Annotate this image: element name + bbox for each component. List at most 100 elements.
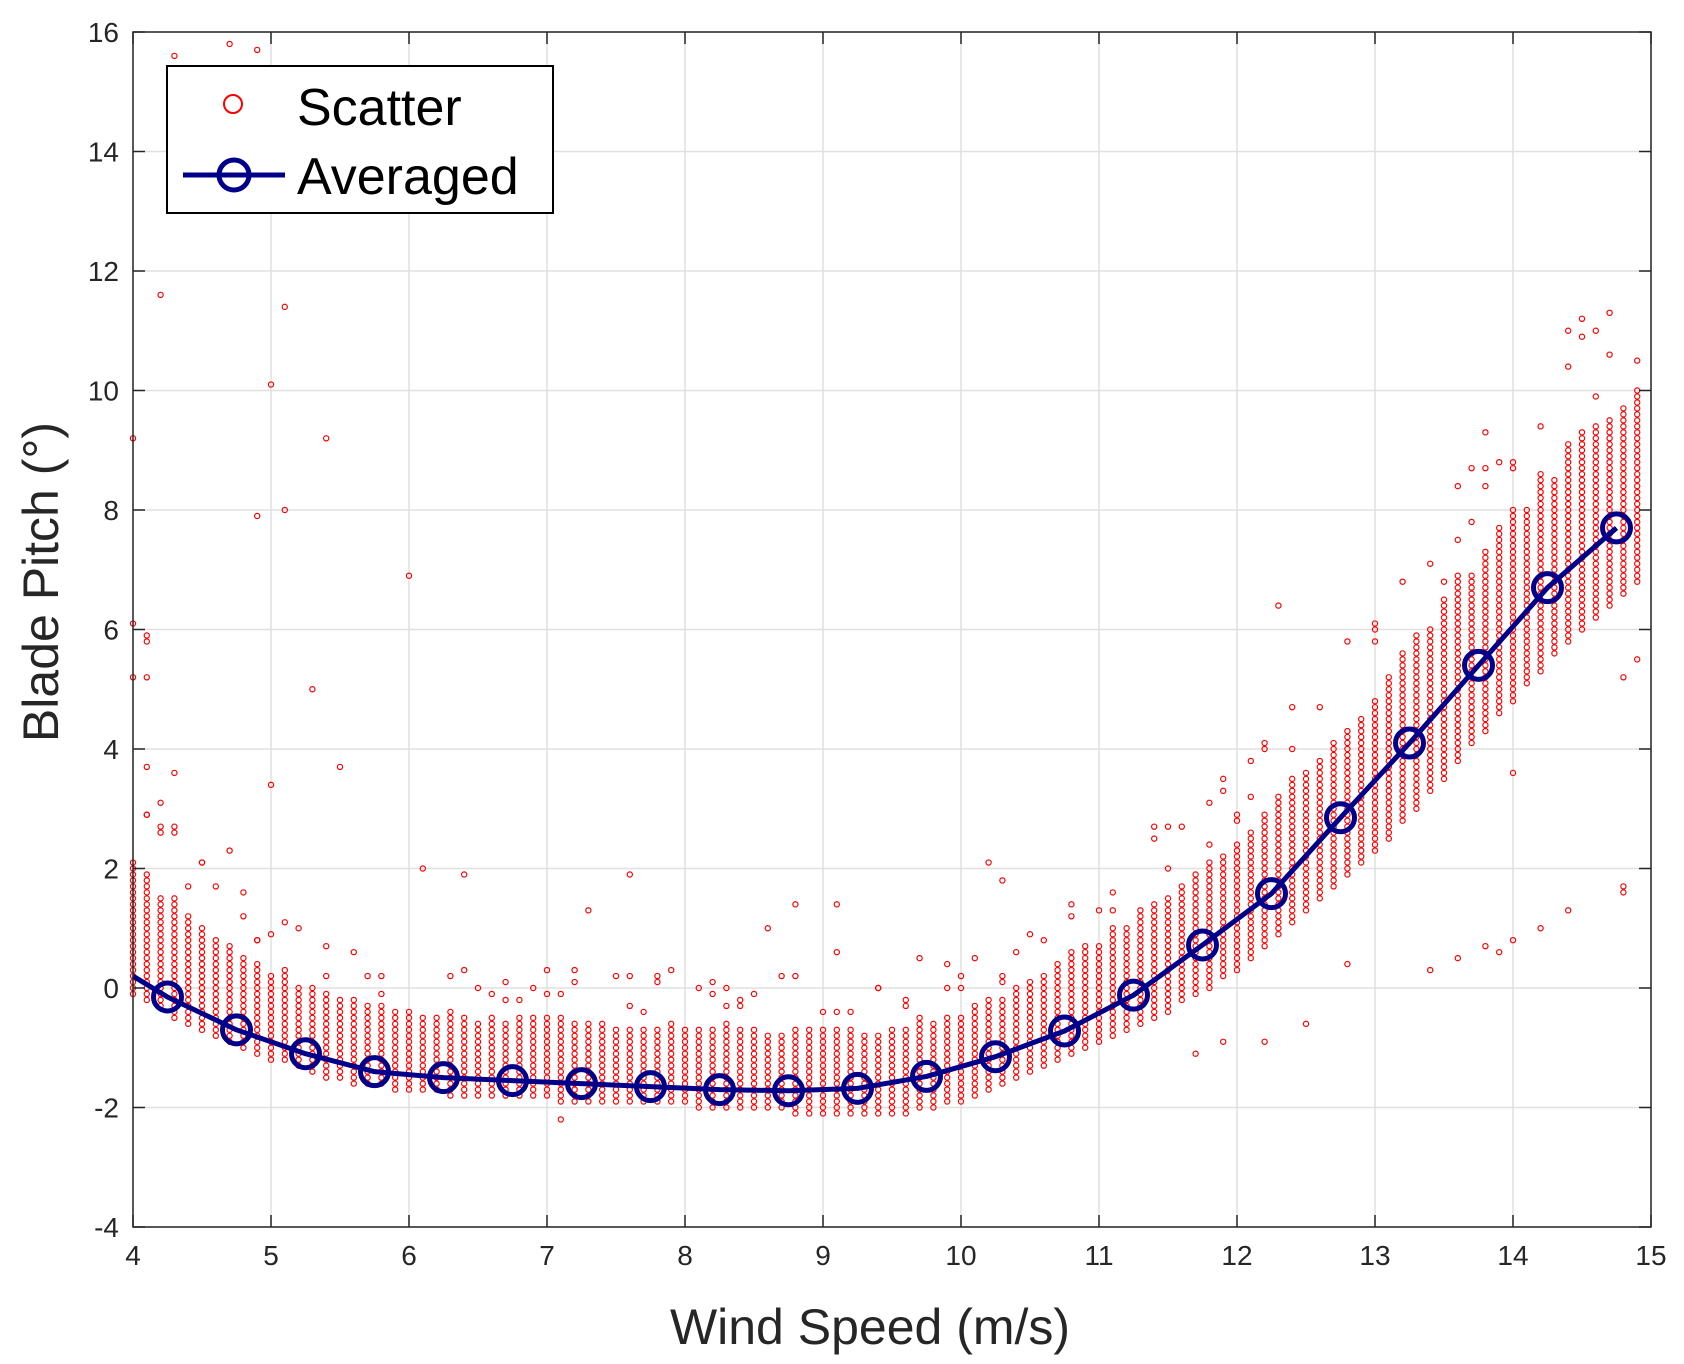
averaged-marker (772, 1074, 805, 1108)
scatter-point (1109, 1032, 1117, 1040)
scatter-point (944, 1080, 951, 1087)
scatter-point (1261, 841, 1268, 848)
scatter-point (1564, 572, 1572, 579)
scatter-point (1482, 464, 1489, 472)
scatter-point (847, 1110, 854, 1117)
scatter-point (1495, 548, 1503, 556)
scatter-point (1564, 488, 1572, 496)
scatter-point (1399, 662, 1406, 669)
scatter-point (875, 1104, 882, 1111)
scatter-point (1399, 578, 1406, 585)
averaged-marker (427, 1061, 460, 1095)
scatter-point (1357, 751, 1365, 759)
scatter-point (1606, 447, 1613, 454)
scatter-point (1233, 853, 1241, 860)
scatter-point (543, 1056, 551, 1063)
scatter-point (1564, 470, 1572, 478)
averaged-line (131, 526, 1619, 1094)
scatter-point (1620, 459, 1627, 466)
scatter-point (1551, 482, 1558, 490)
scatter-point (1509, 536, 1517, 544)
scatter-point (1620, 482, 1627, 490)
scatter-point (323, 435, 330, 442)
scatter-point (530, 1092, 537, 1099)
scatter-point (1592, 572, 1600, 579)
scatter-point (405, 572, 413, 579)
scatter-point (1275, 853, 1282, 860)
scatter-point (1413, 721, 1420, 729)
scatter-point (1620, 423, 1627, 430)
scatter-point (240, 990, 247, 998)
scatter-point (1275, 925, 1282, 932)
scatter-point (1592, 608, 1600, 615)
scatter-point (1247, 937, 1255, 944)
scatter-point (1344, 781, 1351, 789)
scatter-point (1109, 972, 1117, 980)
scatter-point (1482, 721, 1489, 729)
scatter-point (309, 686, 316, 693)
scatter-point (157, 907, 164, 914)
scatter-point (447, 1008, 454, 1016)
scatter-point (1495, 536, 1503, 544)
scatter-point (1247, 757, 1255, 765)
scatter-point (1247, 793, 1255, 801)
scatter-point (750, 1026, 758, 1034)
scatter-point (1261, 865, 1268, 872)
scatter-point (1288, 901, 1296, 908)
scatter-point (1620, 883, 1627, 890)
scatter-point (1426, 674, 1434, 681)
scatter-point (971, 1050, 979, 1057)
scatter-point (1233, 942, 1241, 950)
scatter-point (737, 1056, 744, 1063)
scatter-point (267, 990, 275, 998)
scatter-point (819, 1068, 827, 1075)
scatter-point (323, 1020, 330, 1028)
scatter-point (1426, 638, 1434, 645)
scatter-point (1150, 823, 1158, 830)
scatter-point (1620, 578, 1627, 585)
scatter-point (1040, 1056, 1048, 1063)
scatter-point (1219, 859, 1227, 866)
scatter-point (171, 769, 178, 777)
scatter-point (1620, 889, 1627, 896)
scatter-point (668, 1026, 675, 1034)
scatter-point (640, 1062, 647, 1069)
scatter-point (1357, 733, 1365, 741)
scatter-point (171, 990, 178, 998)
scatter-point (1426, 698, 1434, 705)
scatter-point (888, 1056, 896, 1063)
scatter-point (1620, 530, 1627, 538)
scatter-point (944, 1026, 951, 1034)
scatter-point (888, 1026, 896, 1034)
scatter-point (1040, 990, 1048, 998)
scatter-point (695, 1068, 703, 1075)
scatter-point (737, 1050, 744, 1057)
scatter-point (1564, 512, 1572, 520)
scatter-point (281, 1056, 288, 1063)
scatter-point (184, 883, 192, 890)
scatter-point (1288, 883, 1296, 890)
scatter-point (571, 1086, 578, 1093)
scatter-point (1178, 919, 1186, 926)
scatter-point (1109, 948, 1117, 956)
scatter-point (1509, 602, 1517, 609)
scatter-point (737, 1032, 744, 1040)
scatter-point (902, 1032, 910, 1040)
scatter-point (433, 1056, 440, 1063)
scatter-point (1123, 931, 1130, 938)
scatter-point (1468, 692, 1475, 699)
scatter-point (419, 865, 426, 872)
scatter-point (254, 1044, 261, 1051)
x-tick-label: 4 (125, 1240, 141, 1271)
scatter-point (1537, 632, 1544, 639)
scatter-point (1468, 662, 1475, 669)
scatter-point (1206, 984, 1213, 992)
scatter-point (1564, 506, 1572, 514)
scatter-point (626, 1038, 634, 1045)
scatter-point (1592, 566, 1600, 573)
scatter-point (295, 990, 302, 998)
scatter-point (405, 1020, 413, 1028)
scatter-point (1440, 656, 1448, 663)
scatter-point (1440, 733, 1448, 741)
scatter-point (599, 1074, 606, 1081)
